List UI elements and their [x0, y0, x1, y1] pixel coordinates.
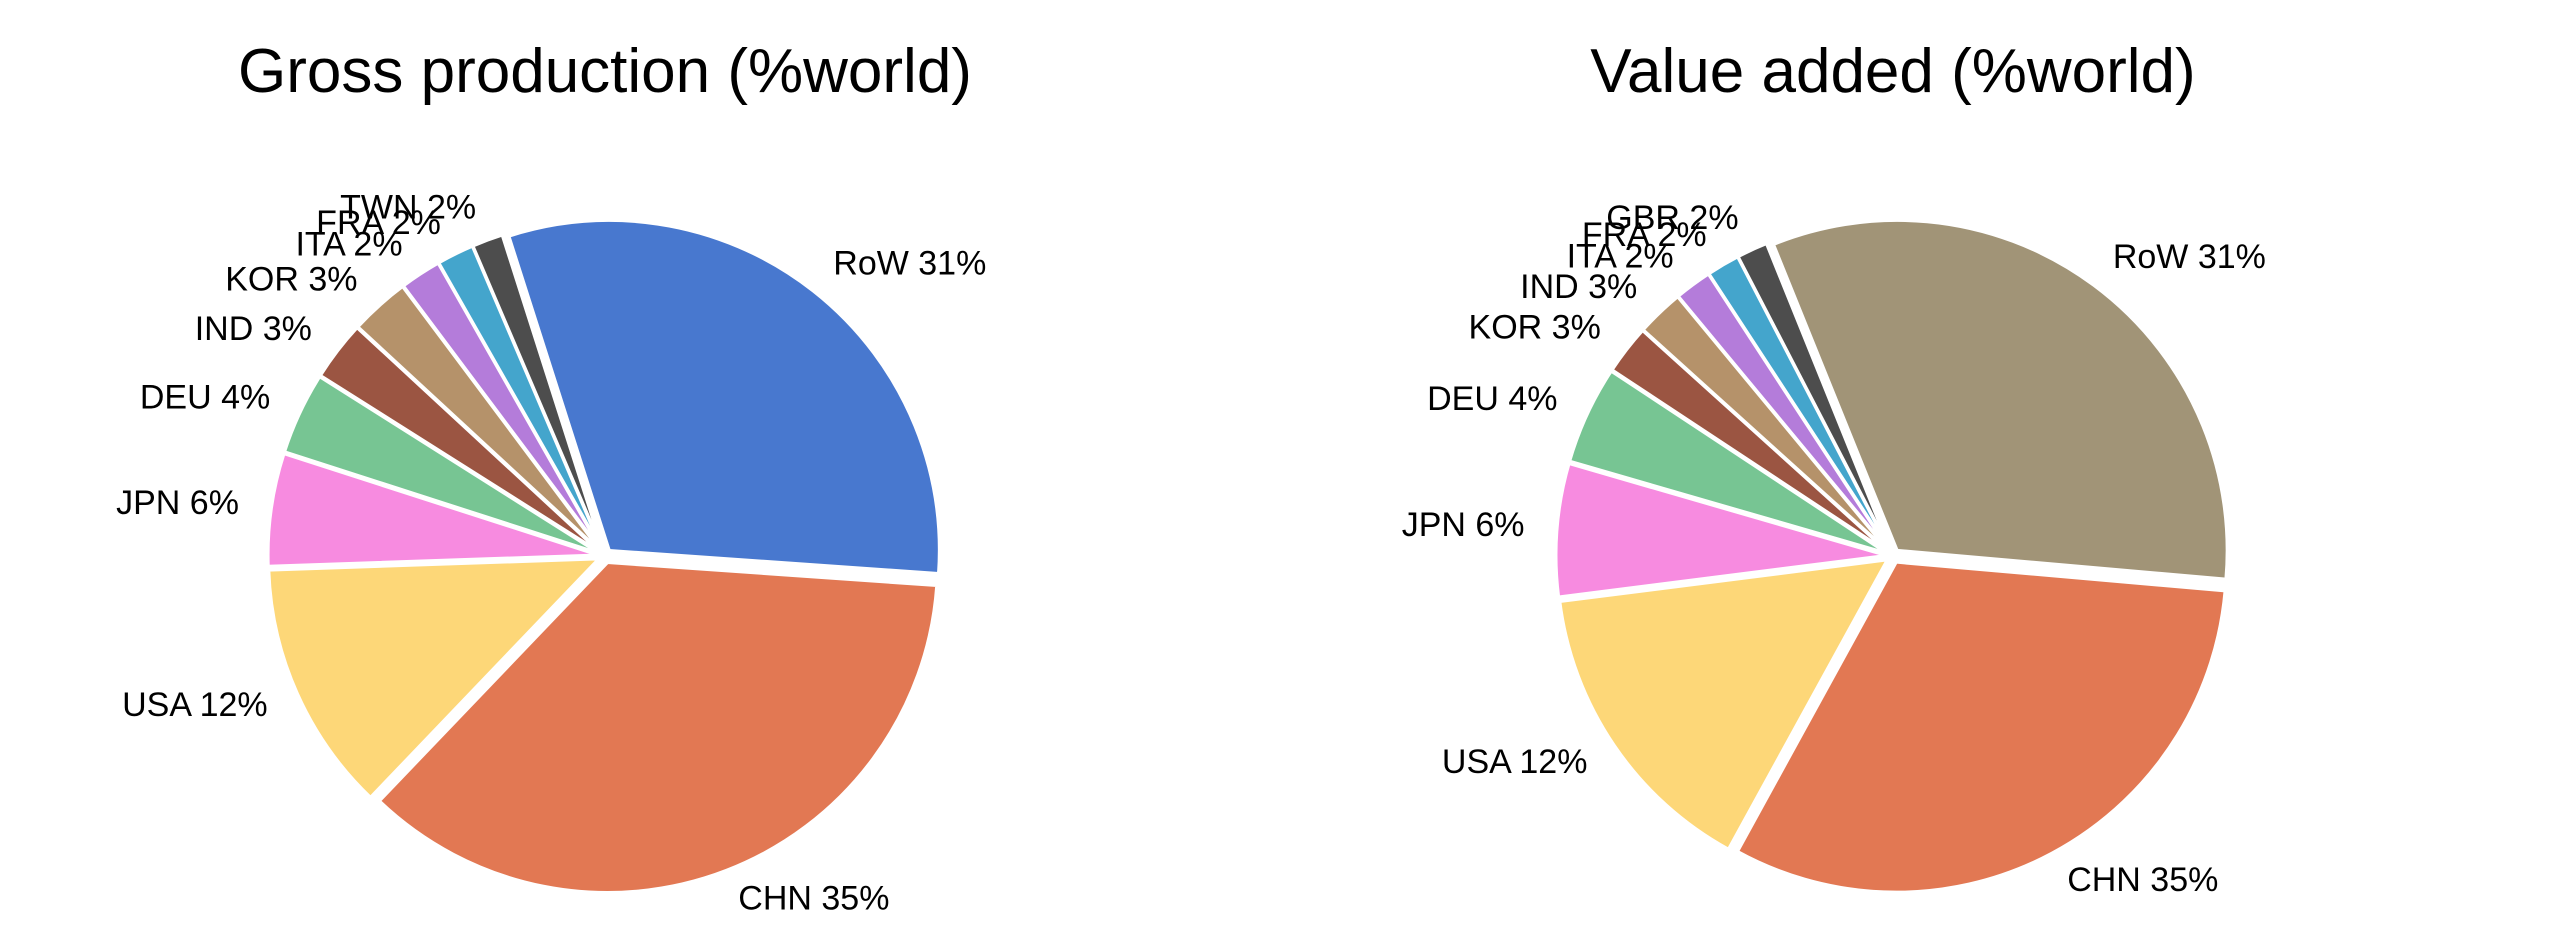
pie-slice-label: ITA 2%	[295, 226, 402, 264]
pie-slice-label: IND 3%	[195, 310, 312, 348]
chart-title-value-added: Value added (%world)	[1590, 37, 2195, 106]
pie-slice-label: KOR 3%	[1469, 309, 1601, 347]
pie-slice	[1735, 560, 2227, 894]
pie-slice	[1554, 461, 1887, 599]
pie-slice-label: ITA 2%	[1567, 237, 1674, 275]
pie-slice-label: IND 3%	[1520, 268, 1637, 306]
pie-slices-gross-production	[266, 219, 941, 895]
pie-slice-label: GBR 2%	[1606, 199, 1738, 237]
pie-slice-label: KOR 3%	[225, 260, 357, 298]
pie-labels-value-added: RoW 31% GBR 2%FRA 2%ITA 2%IND 3%KOR 3% DEU…	[1402, 199, 2266, 899]
pie-slice-label: DEU 4%	[140, 378, 270, 416]
pie-slice	[282, 374, 600, 555]
pie-slice	[318, 325, 601, 554]
pie-labels-gross-production: RoW 31% TWN 2%FRA 2%ITA 2%KOR 3% IND 3% DEU…	[116, 189, 986, 918]
pie-slice-label: USA 12%	[122, 686, 268, 724]
pie-slice	[1771, 218, 2229, 581]
pie-slice	[266, 451, 599, 568]
pie-slice-label: FRA 2%	[316, 204, 441, 242]
pie-slice	[1567, 369, 1888, 555]
pie-slice-label: JPN 6%	[116, 484, 239, 522]
pie-slice-label: DEU 4%	[1427, 380, 1557, 418]
pie-slice-label: USA 12%	[1442, 743, 1588, 781]
pie-slice-label: JPN 6%	[1402, 506, 1525, 544]
pie-slice-label: CHN 35%	[738, 880, 889, 918]
pie-slice	[267, 557, 603, 800]
pie-slice-label: CHN 35%	[2067, 861, 2218, 899]
pie-slice-label: FRA 2%	[1582, 216, 1707, 254]
pie-slices-value-added	[1554, 218, 2229, 894]
pie-slice	[507, 219, 941, 576]
pie-slice-label: RoW 31%	[833, 244, 986, 282]
pie-slice	[1558, 558, 1890, 852]
chart-title-gross-production: Gross production (%world)	[238, 37, 972, 106]
pie-slice	[377, 560, 939, 895]
pie-slice-label: RoW 31%	[2113, 238, 2266, 276]
pie-chart-value-added: Value added (%world) RoW 31% GBR 2%FRA 2%…	[1402, 37, 2266, 899]
pie-chart-gross-production: Gross production (%world) RoW 31% TWN 2%F…	[116, 37, 986, 918]
pie-slice-label: TWN 2%	[340, 189, 476, 227]
pie-slice	[1610, 328, 1889, 553]
